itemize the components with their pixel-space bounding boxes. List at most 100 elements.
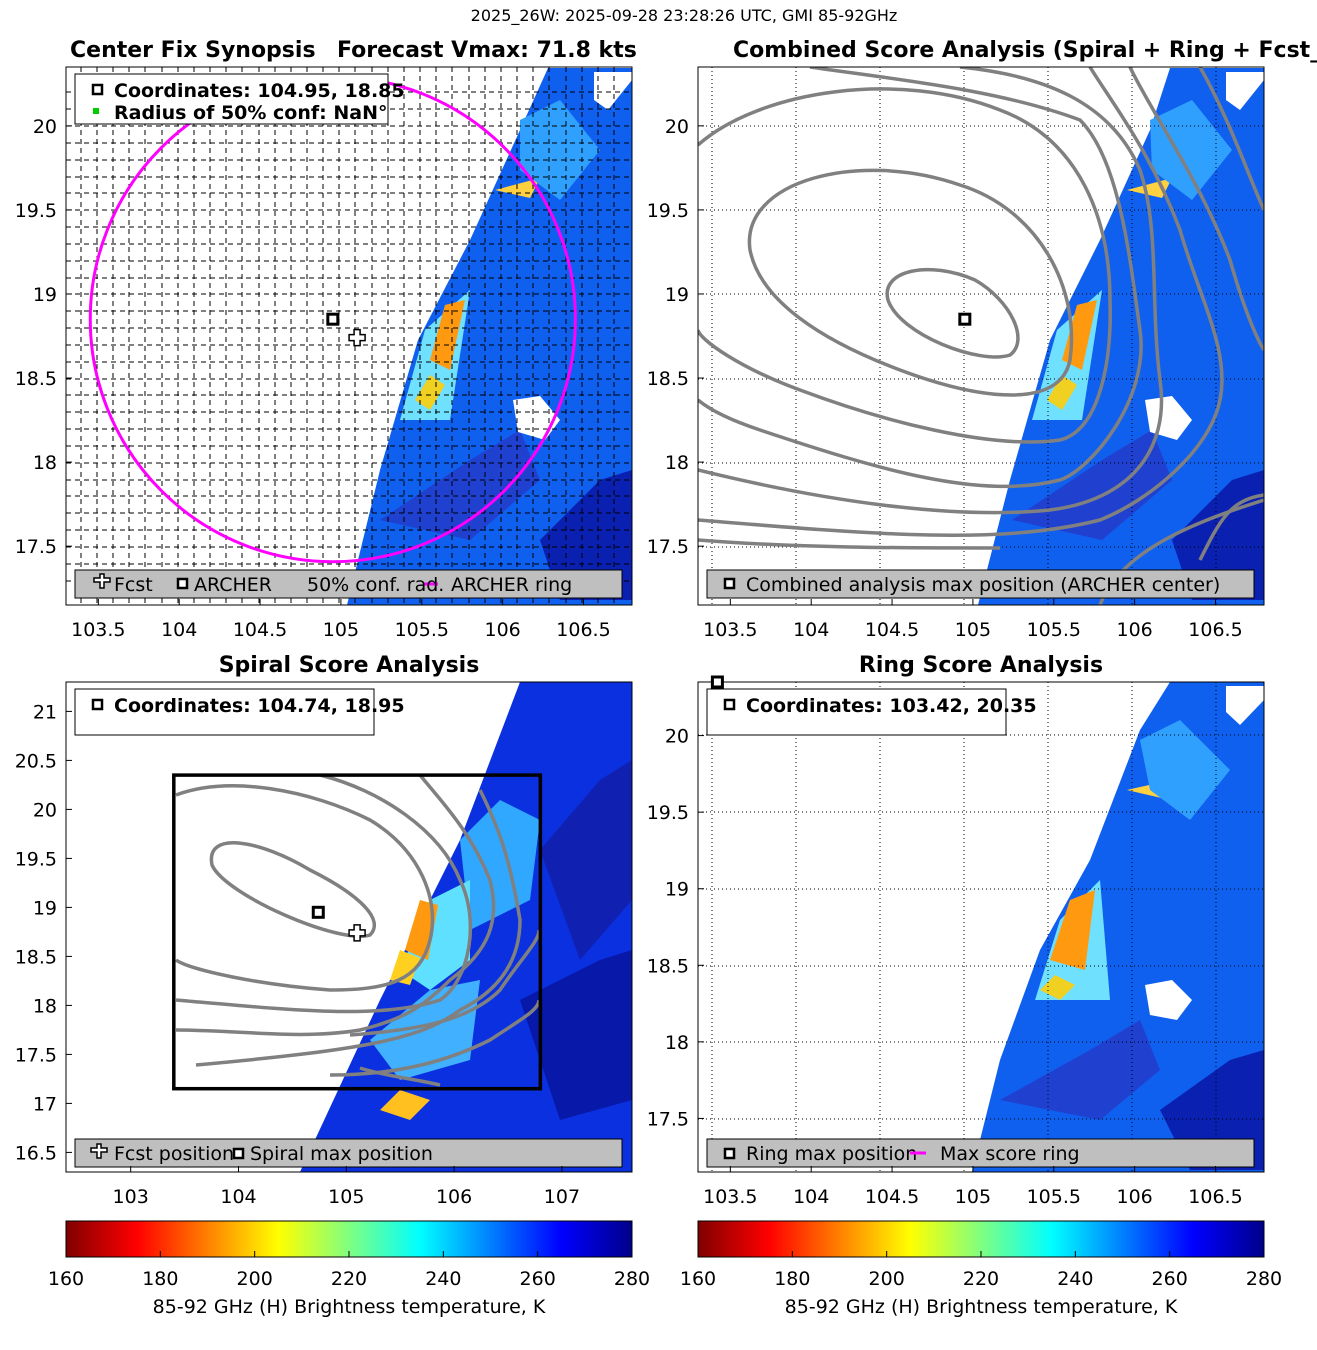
x-tick-label: 104	[793, 1186, 829, 1208]
colorbar-tick-label: 240	[1057, 1268, 1093, 1290]
panel1-coordinates: Coordinates: 104.95, 18.85	[114, 80, 405, 102]
x-tick-label: 106	[1116, 1186, 1152, 1208]
ring-max-marker	[710, 675, 724, 689]
x-tick-label: 104.5	[865, 619, 919, 641]
y-tick-label: 20	[665, 726, 689, 748]
colorbar-tick-label: 260	[520, 1268, 556, 1290]
x-tick-label: 105.5	[395, 619, 449, 641]
colorbar-tick-label: 180	[142, 1268, 178, 1290]
x-tick-label: 106	[436, 1186, 472, 1208]
x-tick-label: 106.5	[1188, 619, 1242, 641]
panel4-grid	[698, 682, 1264, 1172]
colorbar-tick-label: 160	[48, 1268, 84, 1290]
y-tick-label: 17	[33, 1093, 57, 1115]
panel3-contours	[174, 773, 541, 1087]
panel4-title: Ring Score Analysis	[859, 653, 1103, 678]
x-tick-label: 105	[328, 1186, 364, 1208]
y-tick-label: 18.5	[15, 946, 57, 968]
x-tick-label: 104	[220, 1186, 256, 1208]
y-tick-label: 19.5	[15, 848, 57, 870]
y-tick-label: 16.5	[15, 1142, 57, 1164]
y-tick-label: 18	[33, 452, 57, 474]
panel3-info-box: Coordinates: 104.74, 18.95	[74, 688, 405, 736]
x-tick-label: 103.5	[703, 619, 757, 641]
y-tick-label: 19	[33, 284, 57, 306]
spiral-max-marker	[311, 905, 325, 919]
colorbar-left-label: 85-92 GHz (H) Brightness temperature, K	[153, 1296, 546, 1318]
y-tick-label: 18	[33, 995, 57, 1017]
x-tick-label: 103.5	[71, 619, 125, 641]
y-tick-label: 19	[33, 897, 57, 919]
panel1-legend: Fcst ARCHER 50% conf. rad. ARCHER ring	[74, 569, 623, 599]
panel-center-fix: Center Fix Synopsis Forecast Vmax: 71.8 …	[15, 38, 637, 641]
y-tick-label: 20.5	[15, 750, 57, 772]
panel-combined: Combined Score Analysis (Spiral + Ring +…	[647, 38, 1317, 641]
y-tick-label: 17.5	[647, 1108, 689, 1130]
legend-conf-rad: 50% conf. rad.	[307, 574, 444, 596]
figure-suptitle: 2025_26W: 2025-09-28 23:28:26 UTC, GMI 8…	[471, 6, 898, 26]
colorbar-tick-label: 260	[1152, 1268, 1188, 1290]
colorbar-tick-label: 220	[331, 1268, 367, 1290]
y-tick-label: 18.5	[647, 955, 689, 977]
legend-max-score-ring: Max score ring	[940, 1143, 1080, 1165]
x-tick-label: 104	[793, 619, 829, 641]
colorbar-tick-label: 280	[1246, 1268, 1282, 1290]
legend-combined-max: Combined analysis max position (ARCHER c…	[746, 574, 1220, 596]
y-tick-label: 18	[665, 1032, 689, 1054]
legend-ring-max: Ring max position	[746, 1143, 917, 1165]
x-tick-label: 105.5	[1027, 619, 1081, 641]
panel3-coordinates: Coordinates: 104.74, 18.95	[114, 695, 405, 717]
x-tick-label: 104	[161, 619, 197, 641]
colorbar-right-label: 85-92 GHz (H) Brightness temperature, K	[785, 1296, 1178, 1318]
panel3-legend: Fcst position Spiral max position	[74, 1138, 623, 1168]
panel2-tb-field	[978, 68, 1264, 605]
panel4-info-box: Coordinates: 103.42, 20.35	[706, 688, 1037, 736]
panel3-title: Spiral Score Analysis	[219, 653, 480, 678]
y-tick-label: 19.5	[647, 802, 689, 824]
panel2-legend: Combined analysis max position (ARCHER c…	[706, 569, 1255, 599]
y-tick-label: 20	[33, 799, 57, 821]
y-tick-label: 20	[665, 116, 689, 138]
panel4-tb-field	[972, 682, 1264, 1172]
spiral-search-box	[172, 773, 543, 1091]
x-tick-label: 106.5	[1188, 1186, 1242, 1208]
colorbar-tick-label: 220	[963, 1268, 999, 1290]
panel-spiral: Spiral Score Analysis	[15, 653, 633, 1208]
panel1-title-left: Center Fix Synopsis	[70, 38, 316, 63]
legend-fcst-position: Fcst position	[114, 1143, 234, 1165]
forecast-position-marker	[348, 328, 366, 347]
y-tick-label: 19.5	[15, 200, 57, 222]
panel2-contours	[698, 67, 1264, 605]
x-tick-label: 105	[323, 619, 359, 641]
legend-archer-ring: ARCHER ring	[451, 574, 572, 596]
x-tick-label: 106	[1116, 619, 1152, 641]
colorbar-tick-label: 200	[869, 1268, 905, 1290]
spiral-fcst-marker	[348, 924, 366, 942]
x-tick-label: 106.5	[556, 619, 610, 641]
x-tick-label: 104.5	[233, 619, 287, 641]
archer-center-marker	[326, 312, 340, 326]
x-tick-label: 105.5	[1027, 1186, 1081, 1208]
y-tick-label: 21	[33, 701, 57, 723]
y-tick-label: 17.5	[15, 1044, 57, 1066]
y-tick-label: 19.5	[647, 200, 689, 222]
legend-spiral-max: Spiral max position	[250, 1143, 433, 1165]
colorbar-tick-label: 200	[237, 1268, 273, 1290]
x-tick-label: 103.5	[703, 1186, 757, 1208]
colorbar-tick-label: 280	[614, 1268, 650, 1290]
y-tick-label: 20	[33, 116, 57, 138]
x-tick-label: 107	[544, 1186, 580, 1208]
panel4-coordinates: Coordinates: 103.42, 20.35	[746, 695, 1037, 717]
y-tick-label: 18.5	[647, 368, 689, 390]
legend-archer: ARCHER	[194, 574, 272, 596]
x-tick-label: 106	[484, 619, 520, 641]
panel-ring-score: Ring Score Analysis	[647, 653, 1265, 1208]
panel2-title: Combined Score Analysis (Spiral + Ring +…	[733, 38, 1317, 63]
legend-fcst: Fcst	[114, 574, 153, 596]
x-tick-label: 104.5	[865, 1186, 919, 1208]
panel1-info-box: Coordinates: 104.95, 18.85 Radius of 50%…	[74, 73, 405, 125]
combined-max-marker	[958, 312, 972, 326]
panel4-legend: Ring max position Max score ring	[706, 1138, 1255, 1168]
y-tick-label: 17.5	[15, 536, 57, 558]
x-tick-label: 105	[955, 619, 991, 641]
